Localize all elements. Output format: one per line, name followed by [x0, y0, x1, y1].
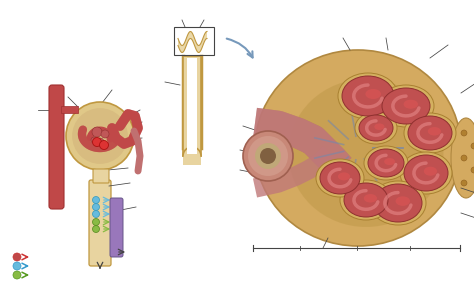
Circle shape [13, 253, 21, 261]
Circle shape [471, 167, 474, 173]
Circle shape [461, 130, 467, 136]
Circle shape [243, 131, 293, 181]
Circle shape [92, 218, 100, 225]
FancyBboxPatch shape [49, 85, 64, 209]
Circle shape [255, 143, 281, 169]
Ellipse shape [255, 50, 461, 246]
Circle shape [92, 203, 100, 211]
Ellipse shape [289, 79, 444, 227]
Ellipse shape [338, 172, 350, 181]
Circle shape [91, 137, 97, 143]
Ellipse shape [396, 196, 410, 206]
Ellipse shape [320, 162, 360, 194]
Ellipse shape [400, 152, 452, 194]
Circle shape [100, 141, 109, 150]
Ellipse shape [374, 184, 422, 222]
Circle shape [248, 136, 288, 176]
FancyBboxPatch shape [89, 180, 111, 266]
Circle shape [13, 271, 21, 279]
Circle shape [471, 143, 474, 149]
Circle shape [66, 102, 134, 170]
Ellipse shape [451, 118, 474, 198]
Ellipse shape [404, 113, 456, 153]
Ellipse shape [316, 159, 364, 197]
Ellipse shape [338, 73, 398, 119]
Circle shape [101, 130, 109, 138]
FancyBboxPatch shape [110, 198, 123, 257]
Ellipse shape [408, 116, 452, 150]
Ellipse shape [404, 155, 448, 191]
Ellipse shape [382, 88, 430, 124]
Ellipse shape [428, 127, 441, 136]
Ellipse shape [424, 167, 437, 176]
Ellipse shape [368, 149, 404, 177]
FancyBboxPatch shape [93, 169, 109, 183]
Circle shape [461, 155, 467, 161]
Ellipse shape [355, 112, 397, 144]
Circle shape [72, 108, 128, 164]
Ellipse shape [378, 85, 434, 127]
Ellipse shape [370, 181, 426, 225]
Circle shape [92, 138, 101, 146]
Circle shape [92, 225, 100, 233]
Circle shape [13, 262, 21, 270]
Ellipse shape [359, 115, 393, 141]
Ellipse shape [364, 146, 408, 180]
Ellipse shape [344, 183, 388, 217]
Ellipse shape [342, 76, 394, 116]
Ellipse shape [365, 89, 381, 99]
Circle shape [461, 180, 467, 186]
Ellipse shape [403, 100, 418, 109]
Circle shape [260, 148, 276, 164]
Circle shape [92, 127, 102, 137]
FancyBboxPatch shape [183, 56, 201, 156]
Ellipse shape [340, 180, 392, 220]
Circle shape [92, 211, 100, 218]
Circle shape [92, 196, 100, 203]
Ellipse shape [364, 194, 377, 203]
Polygon shape [61, 106, 78, 113]
Ellipse shape [374, 123, 384, 130]
Circle shape [96, 138, 104, 146]
FancyBboxPatch shape [187, 58, 197, 154]
Ellipse shape [384, 158, 395, 165]
